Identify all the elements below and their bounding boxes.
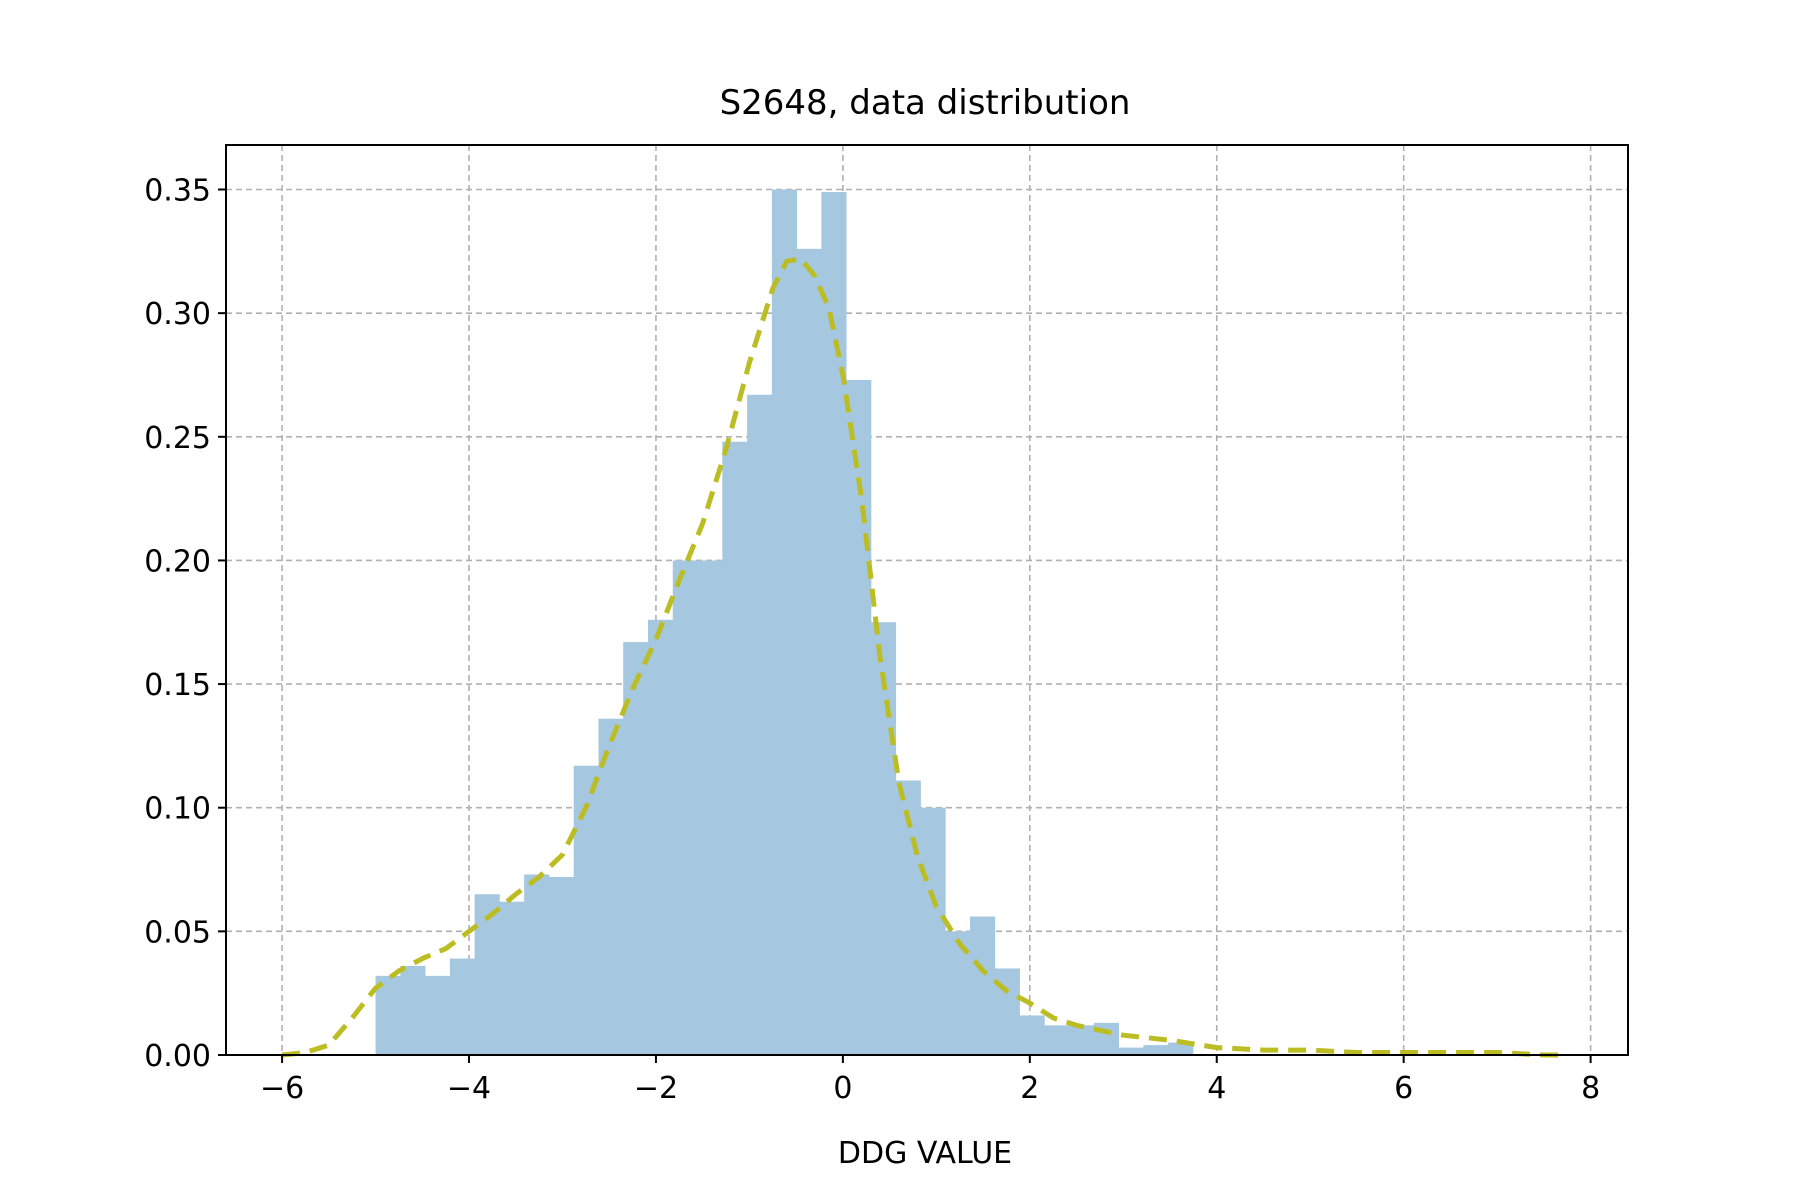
histogram-bar (920, 807, 946, 1055)
x-tick-label: −4 (447, 1071, 491, 1106)
plot-area-frame (225, 144, 1629, 1056)
y-tick-label: 0.05 (144, 915, 211, 950)
histogram-bar (524, 874, 550, 1055)
x-tick-label: −2 (634, 1071, 678, 1106)
x-axis-ticks: −6 −4 −2 0 2 4 6 8 (260, 1055, 1600, 1106)
histogram-bar (1168, 1042, 1194, 1055)
histogram-bar (548, 876, 575, 1055)
y-tick-label: 0.15 (144, 668, 211, 703)
y-tick-label: 0.30 (144, 297, 211, 332)
x-tick-label: 6 (1394, 1071, 1413, 1106)
x-tick-label: 8 (1581, 1071, 1600, 1106)
density-line (281, 256, 1568, 1058)
histogram-bar (499, 901, 525, 1055)
histogram-bar (1044, 1025, 1070, 1055)
y-tick-label: 0.10 (144, 792, 211, 827)
y-axis-ticks: 0.00 0.05 0.10 0.15 0.20 0.25 0.30 0.35 (144, 174, 226, 1074)
histogram-bar (400, 965, 426, 1055)
histogram-bar (474, 894, 500, 1055)
histogram-bar (672, 560, 698, 1055)
x-axis-label: DDG VALUE (838, 1136, 1012, 1171)
histogram-bar (425, 975, 451, 1055)
histogram-bar (375, 975, 401, 1055)
histogram-bars (375, 189, 1194, 1056)
x-tick-label: 2 (1020, 1071, 1039, 1106)
density-curve (281, 256, 1568, 1058)
histogram-bar (969, 916, 996, 1055)
chart-title: S2648, data distribution (720, 83, 1131, 123)
histogram-bar (722, 441, 748, 1055)
histogram-bar (1019, 1015, 1045, 1055)
histogram-bar (449, 958, 476, 1055)
histogram-bar (1118, 1047, 1144, 1055)
histogram-bar (870, 622, 897, 1055)
histogram-bar (771, 189, 798, 1055)
histogram-bar (573, 765, 599, 1055)
histogram-bar (821, 191, 847, 1055)
x-tick-label: 4 (1207, 1071, 1226, 1106)
histogram-bar (598, 718, 624, 1055)
histogram-bar (1069, 1025, 1095, 1055)
x-tick-label: −6 (260, 1071, 304, 1106)
y-tick-label: 0.00 (144, 1039, 211, 1074)
y-tick-label: 0.20 (144, 544, 211, 579)
histogram-bar (796, 248, 822, 1055)
x-tick-label: 0 (833, 1071, 852, 1106)
y-tick-label: 0.25 (144, 421, 211, 456)
histogram-bar (747, 394, 773, 1055)
histogram-bar (1143, 1045, 1169, 1055)
histogram-bar (648, 619, 674, 1055)
y-tick-label: 0.35 (144, 174, 211, 209)
histogram-bar (623, 642, 649, 1055)
histogram-bar (697, 560, 723, 1055)
